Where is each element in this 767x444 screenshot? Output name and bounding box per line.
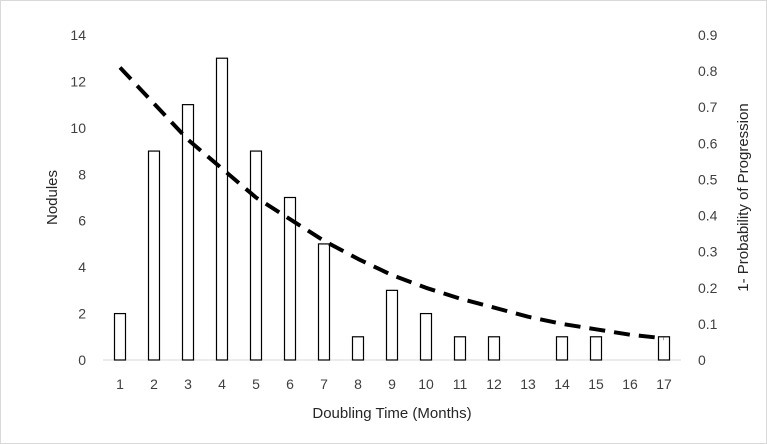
plot-area: 0246810121400.10.20.30.40.50.60.70.80.91… — [44, 27, 752, 422]
y2-tick-label: 0.2 — [698, 280, 718, 296]
x-tick-label: 16 — [622, 376, 638, 392]
series-line-probability — [118, 66, 665, 341]
bar — [419, 312, 433, 361]
x-tick-label: 1 — [116, 376, 124, 392]
y2-axis-title: 1- Probability of Progression — [735, 103, 752, 291]
y2-tick-label: 0.9 — [698, 27, 718, 43]
x-tick-label: 12 — [486, 376, 502, 392]
x-tick-label: 15 — [588, 376, 604, 392]
bar — [657, 336, 671, 361]
x-tick-label: 2 — [150, 376, 158, 392]
x-tick-label: 6 — [286, 376, 294, 392]
y-tick-label: 8 — [78, 166, 86, 182]
x-tick-label: 8 — [354, 376, 362, 392]
bar — [351, 336, 365, 361]
bar — [555, 336, 569, 361]
y2-tick-label: 0.6 — [698, 135, 718, 151]
y-tick-label: 6 — [78, 213, 86, 229]
y2-tick-label: 0 — [698, 352, 706, 368]
y-tick-label: 0 — [78, 352, 86, 368]
y-axis-title: Nodules — [44, 170, 61, 225]
bar — [113, 312, 127, 361]
y2-tick-label: 0.4 — [698, 208, 718, 224]
x-tick-label: 14 — [554, 376, 570, 392]
x-tick-label: 9 — [388, 376, 396, 392]
bar — [385, 289, 399, 361]
y2-tick-label: 0.8 — [698, 63, 718, 79]
y2-tick-label: 0.5 — [698, 171, 718, 187]
y-tick-label: 14 — [70, 27, 86, 43]
y2-tick-label: 0.3 — [698, 244, 718, 260]
bar — [249, 150, 263, 361]
y2-tick-label: 0.1 — [698, 316, 718, 332]
x-tick-label: 5 — [252, 376, 260, 392]
x-tick-label: 3 — [184, 376, 192, 392]
x-tick-label: 7 — [320, 376, 328, 392]
bar — [487, 336, 501, 361]
x-tick-label: 4 — [218, 376, 226, 392]
x-tick-label: 13 — [520, 376, 536, 392]
y-tick-label: 10 — [70, 120, 86, 136]
bar — [147, 150, 161, 361]
bar — [589, 336, 603, 361]
bar — [215, 57, 229, 361]
bar — [181, 104, 195, 361]
y2-tick-label: 0.7 — [698, 99, 718, 115]
bar — [453, 336, 467, 361]
x-axis-title: Doubling Time (Months) — [312, 405, 471, 422]
y-tick-label: 4 — [78, 259, 86, 275]
bar — [317, 243, 331, 361]
x-tick-label: 11 — [453, 376, 468, 392]
y-tick-label: 12 — [70, 73, 86, 89]
x-tick-label: 10 — [418, 376, 434, 392]
x-tick-label: 17 — [656, 376, 672, 392]
bar — [283, 196, 297, 361]
y-tick-label: 2 — [78, 306, 86, 322]
